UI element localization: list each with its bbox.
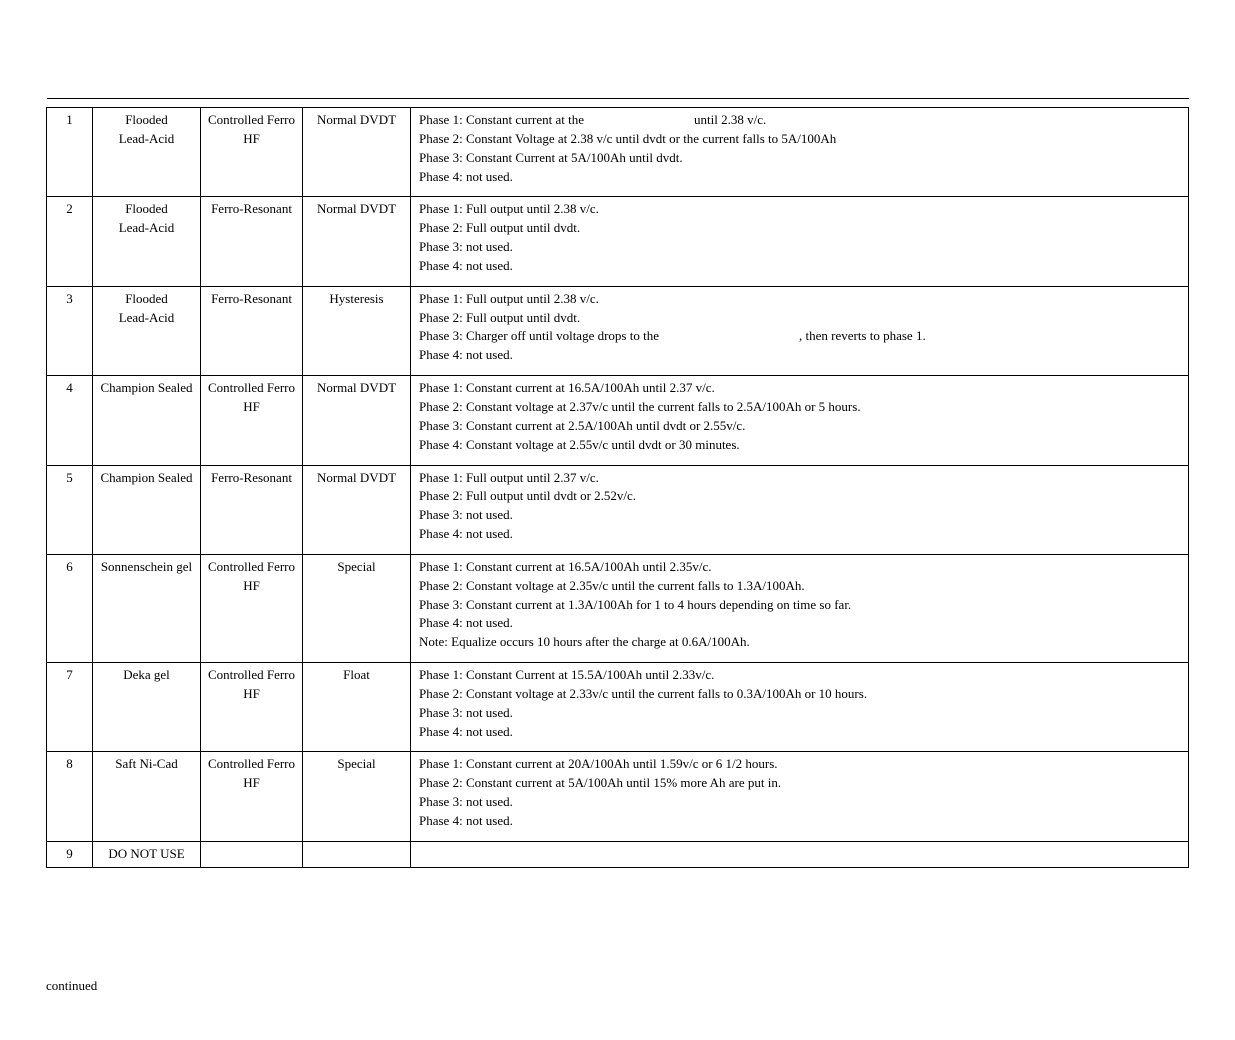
battery-type: Champion Sealed [93, 376, 201, 465]
row-number: 8 [47, 752, 93, 841]
charger-type: Ferro-Resonant [201, 286, 303, 375]
charger-type: Controlled FerroHF [201, 376, 303, 465]
row-number: 3 [47, 286, 93, 375]
table-row: 6Sonnenschein gelControlled FerroHFSpeci… [47, 554, 1189, 662]
battery-type: Saft Ni-Cad [93, 752, 201, 841]
phase-description: Phase 1: Constant current at 16.5A/100Ah… [411, 554, 1189, 662]
charger-type: Controlled FerroHF [201, 108, 303, 197]
row-number: 1 [47, 108, 93, 197]
phase-description: Phase 1: Full output until 2.37 v/c.Phas… [411, 465, 1189, 554]
table-row: 1FloodedLead-AcidControlled FerroHFNorma… [47, 108, 1189, 197]
page: 1FloodedLead-AcidControlled FerroHFNorma… [0, 0, 1235, 1040]
charger-type: Controlled FerroHF [201, 752, 303, 841]
profile-type: Normal DVDT [303, 197, 411, 286]
row-number: 5 [47, 465, 93, 554]
phase-description: Phase 1: Full output until 2.38 v/c.Phas… [411, 197, 1189, 286]
continued-label: continued [46, 978, 1189, 994]
charger-type: Controlled FerroHF [201, 554, 303, 662]
phase-description [411, 841, 1189, 867]
phase-description: Phase 1: Full output until 2.38 v/c.Phas… [411, 286, 1189, 375]
table-row: 4Champion SealedControlled FerroHFNormal… [47, 376, 1189, 465]
battery-type: FloodedLead-Acid [93, 197, 201, 286]
profile-type: Hysteresis [303, 286, 411, 375]
profile-type: Special [303, 554, 411, 662]
phase-description: Phase 1: Constant current at 20A/100Ah u… [411, 752, 1189, 841]
battery-type: Champion Sealed [93, 465, 201, 554]
table-row: 7Deka gelControlled FerroHFFloatPhase 1:… [47, 663, 1189, 752]
table-row: 9DO NOT USE [47, 841, 1189, 867]
phase-description: Phase 1: Constant current at theuntil 2.… [411, 108, 1189, 197]
profile-type: Normal DVDT [303, 108, 411, 197]
profile-type: Float [303, 663, 411, 752]
row-number: 9 [47, 841, 93, 867]
charger-type [201, 841, 303, 867]
profile-type: Normal DVDT [303, 465, 411, 554]
table-row: 5Champion SealedFerro-ResonantNormal DVD… [47, 465, 1189, 554]
battery-type: FloodedLead-Acid [93, 108, 201, 197]
table-row: 2FloodedLead-AcidFerro-ResonantNormal DV… [47, 197, 1189, 286]
phase-description: Phase 1: Constant Current at 15.5A/100Ah… [411, 663, 1189, 752]
table-row: 8Saft Ni-CadControlled FerroHFSpecialPha… [47, 752, 1189, 841]
charger-type: Ferro-Resonant [201, 465, 303, 554]
battery-type: Deka gel [93, 663, 201, 752]
row-number: 7 [47, 663, 93, 752]
row-number: 6 [47, 554, 93, 662]
row-number: 4 [47, 376, 93, 465]
charge-profile-table: 1FloodedLead-AcidControlled FerroHFNorma… [46, 98, 1189, 868]
phase-description: Phase 1: Constant current at 16.5A/100Ah… [411, 376, 1189, 465]
header-rule-row [47, 99, 1189, 108]
charger-type: Ferro-Resonant [201, 197, 303, 286]
profile-type [303, 841, 411, 867]
battery-type: FloodedLead-Acid [93, 286, 201, 375]
profile-type: Normal DVDT [303, 376, 411, 465]
table-row: 3FloodedLead-AcidFerro-ResonantHysteresi… [47, 286, 1189, 375]
charger-type: Controlled FerroHF [201, 663, 303, 752]
battery-type: DO NOT USE [93, 841, 201, 867]
profile-type: Special [303, 752, 411, 841]
row-number: 2 [47, 197, 93, 286]
battery-type: Sonnenschein gel [93, 554, 201, 662]
